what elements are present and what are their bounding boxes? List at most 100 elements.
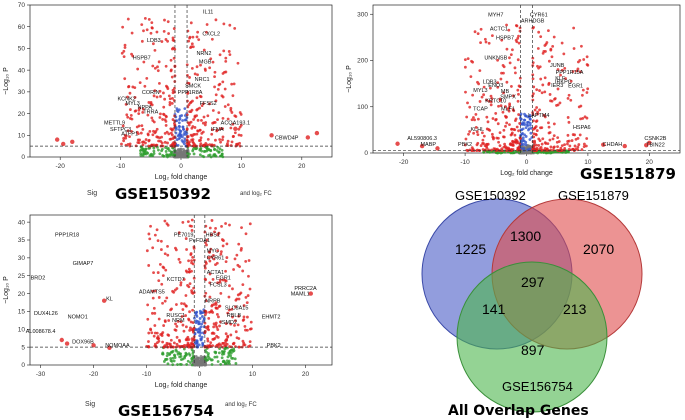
data-point (152, 334, 156, 338)
data-point (145, 77, 149, 80)
data-point (147, 232, 151, 236)
data-point (127, 85, 131, 88)
data-point (224, 322, 228, 325)
data-point (214, 99, 218, 103)
data-point (174, 328, 178, 332)
data-point (210, 219, 214, 222)
data-point (163, 299, 167, 303)
data-point (232, 347, 236, 351)
data-point (183, 137, 187, 141)
data-point (485, 98, 488, 102)
data-point (539, 145, 543, 149)
data-point (164, 268, 168, 272)
data-point (193, 316, 196, 320)
data-point (218, 53, 222, 57)
data-point (187, 267, 191, 271)
data-point (482, 93, 486, 97)
data-point (219, 291, 223, 295)
gene-label: SMCK (185, 84, 201, 90)
data-point (164, 124, 168, 127)
data-point (513, 66, 517, 70)
data-point (175, 335, 179, 339)
data-point (238, 141, 241, 145)
data-point (230, 140, 234, 144)
data-point (204, 121, 208, 124)
data-point (192, 246, 196, 250)
data-point (158, 136, 162, 140)
venn-count-ac: 141 (482, 301, 506, 317)
data-point (540, 126, 544, 130)
gene-label: NOMOAA (105, 343, 130, 349)
gene-label: MYH7 (488, 13, 503, 19)
data-point (221, 80, 225, 84)
y-tick-label: 30 (18, 255, 26, 262)
data-point (122, 136, 126, 140)
data-point (188, 282, 192, 286)
data-point (171, 356, 175, 360)
data-point (137, 112, 141, 116)
data-point (153, 89, 157, 93)
data-point (479, 27, 483, 31)
data-point (175, 154, 179, 158)
data-point (221, 72, 225, 75)
y-tick-label: 20 (18, 111, 26, 118)
data-point (136, 132, 140, 136)
data-point (226, 103, 230, 107)
data-point (233, 126, 238, 131)
data-point (218, 324, 221, 328)
data-point (221, 341, 225, 345)
data-point (527, 128, 530, 132)
x-tick-label: -10 (460, 159, 470, 166)
data-point (155, 331, 159, 335)
data-point (167, 334, 171, 337)
data-point (217, 345, 220, 349)
data-point (203, 321, 207, 325)
data-point (505, 121, 509, 125)
data-point (164, 64, 168, 68)
data-point (473, 30, 477, 34)
data-point (581, 88, 585, 92)
data-point (180, 114, 184, 117)
data-point (123, 43, 127, 47)
y-tick-label: 100 (357, 104, 368, 111)
data-point (230, 111, 234, 114)
data-point (153, 324, 157, 327)
data-point (524, 140, 528, 144)
gene-label: NRPB (205, 299, 221, 305)
data-point (567, 148, 571, 151)
gene-label: KL (106, 297, 113, 303)
data-point (186, 341, 190, 345)
x-axis-label: Log₂ fold change (500, 170, 553, 177)
data-point (225, 144, 229, 148)
gene-label: MAML1 (291, 291, 310, 297)
data-point (166, 362, 170, 366)
data-point (490, 34, 494, 38)
data-point (209, 358, 213, 362)
data-point (571, 70, 575, 73)
data-point (152, 146, 156, 150)
data-point (150, 26, 154, 30)
data-point (174, 348, 178, 352)
data-point (122, 55, 126, 59)
data-point (497, 140, 500, 144)
data-point (502, 135, 505, 139)
data-point (185, 63, 189, 67)
data-point (228, 284, 231, 288)
data-point (579, 117, 582, 121)
data-point (156, 65, 159, 69)
gene-label: PBK2 (267, 343, 281, 349)
data-point (130, 129, 133, 133)
data-point (511, 139, 514, 143)
data-point (231, 315, 234, 319)
data-point (160, 147, 164, 151)
data-point (578, 70, 582, 74)
data-point (222, 352, 226, 356)
data-point (190, 224, 193, 228)
data-point (224, 332, 228, 336)
data-point (215, 325, 219, 329)
data-point (190, 259, 193, 263)
data-point (504, 149, 508, 152)
gene-label: MLF1 (501, 106, 515, 112)
data-point (572, 47, 576, 50)
data-point (548, 138, 552, 142)
